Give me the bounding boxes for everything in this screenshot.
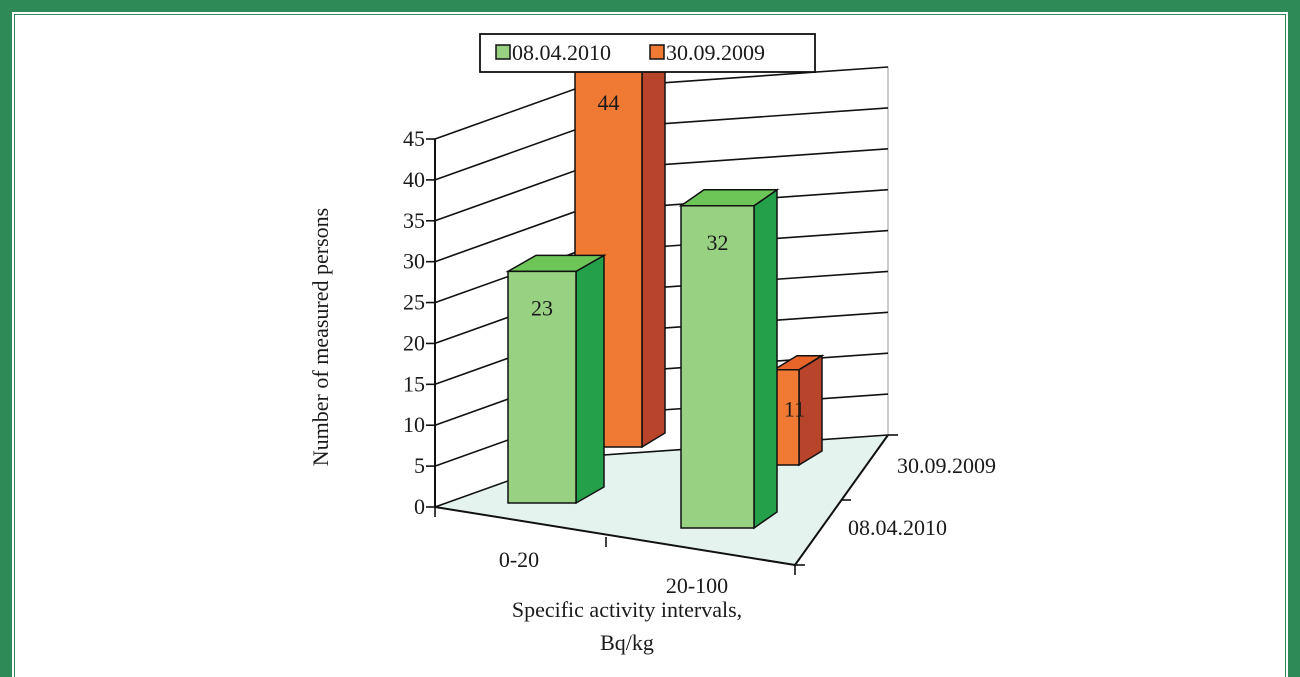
bar-data-label: 23 — [531, 295, 553, 320]
value-axis-tick-label: 20 — [403, 330, 425, 355]
bar-front-face — [680, 205, 755, 529]
series-axis-label: 30.09.2009 — [897, 453, 996, 478]
legend-box — [479, 33, 816, 73]
chart-axes — [426, 138, 898, 575]
x-axis-title-line: Specific activity intervals, — [512, 597, 742, 622]
chart-bars — [505, 50, 825, 530]
bar-series-1-20-100 — [678, 188, 780, 530]
bar-side-face — [753, 188, 778, 530]
series-axis-label: 08.04.2010 — [848, 515, 947, 540]
value-axis-tick-label: 15 — [403, 371, 425, 396]
bar-front-face — [773, 368, 800, 466]
value-axis-tick-label: 25 — [403, 290, 425, 315]
value-axis-tick-label: 0 — [414, 494, 425, 519]
legend-swatch — [649, 44, 665, 60]
chart-floor — [434, 434, 890, 566]
category-label: 20-100 — [666, 573, 728, 598]
value-axis-tick-label: 40 — [403, 167, 425, 192]
bar-data-label: 32 — [707, 230, 729, 255]
legend-swatch — [495, 44, 511, 60]
bar-side-face — [575, 254, 605, 505]
value-axis-tick-label: 5 — [414, 453, 425, 478]
value-axis-tick-label: 30 — [403, 249, 425, 274]
legend-label: 30.09.2009 — [666, 40, 765, 65]
bar-series-1-0-20 — [505, 254, 607, 505]
legend-label: 08.04.2010 — [512, 40, 611, 65]
bar-side-face — [641, 50, 666, 449]
bar-front-face — [507, 270, 577, 504]
category-axis-line — [434, 506, 796, 566]
value-axis-tick-label: 10 — [403, 412, 425, 437]
bar-data-label: 11 — [784, 397, 805, 422]
chart-frame-inner — [14, 14, 1286, 677]
category-label: 0-20 — [499, 547, 539, 572]
chart-legend: 08.04.2010 30.09.2009 — [479, 33, 816, 73]
bar-data-label: 44 — [598, 90, 620, 115]
y-axis-title: Number of measured persons — [308, 208, 333, 466]
x-axis-title-line: Bq/kg — [600, 630, 654, 655]
value-axis-tick-label: 45 — [403, 126, 425, 151]
value-axis-tick-label: 35 — [403, 208, 425, 233]
bar-series-2-20-100 — [771, 354, 825, 467]
chart-text: 0 5 10 15 20 25 30 35 40 45 44 11 23 32 0-20 20-100 30.0… — [308, 90, 996, 655]
